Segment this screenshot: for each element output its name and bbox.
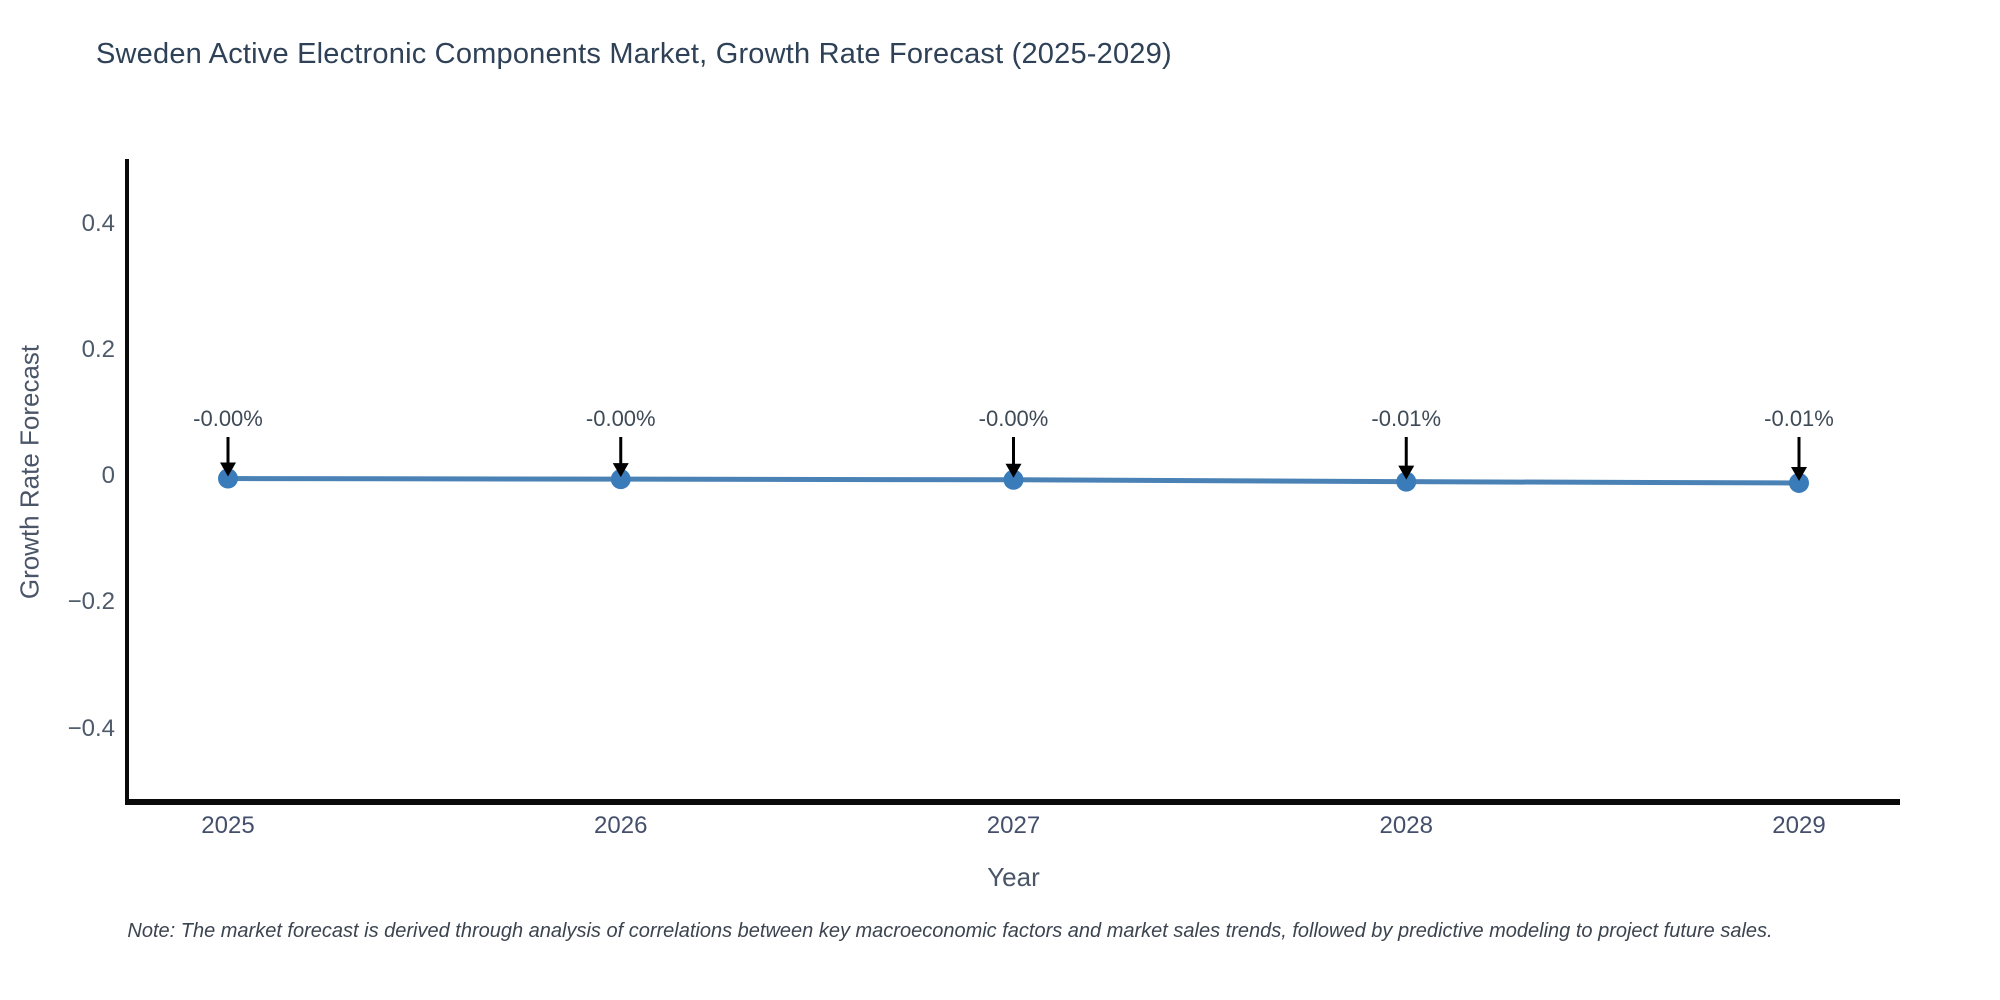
point-annotation: -0.01% xyxy=(1764,406,1834,431)
y-tick-label: −0.2 xyxy=(67,588,115,616)
y-axis-line xyxy=(125,159,129,805)
x-tick-label: 2027 xyxy=(986,812,1041,839)
annotation-arrowhead xyxy=(220,462,236,477)
data-point-marker xyxy=(1003,469,1024,490)
annotation-arrowhead xyxy=(612,463,629,478)
annotation-arrowhead xyxy=(1791,466,1807,481)
y-tick-label: −0.4 xyxy=(67,714,115,742)
point-annotation: -0.01% xyxy=(1371,406,1442,431)
y-tick-label: 0.2 xyxy=(81,335,115,363)
point-annotation: -0.00% xyxy=(978,406,1049,431)
annotation-arrowhead xyxy=(1005,463,1022,478)
x-tick-label: 2026 xyxy=(594,812,648,839)
x-axis-line xyxy=(125,799,1900,805)
x-axis-title: Year xyxy=(987,862,1040,892)
data-point-marker xyxy=(1396,471,1417,492)
footnote: Note: The market forecast is derived thr… xyxy=(127,920,1773,942)
y-tick-label: 0 xyxy=(101,462,115,489)
annotation-arrowhead xyxy=(1398,465,1415,480)
data-point-marker xyxy=(218,468,238,489)
x-tick-label: 2029 xyxy=(1772,812,1826,839)
chart-title: Sweden Active Electronic Components Mark… xyxy=(96,38,1172,70)
point-annotation: -0.00% xyxy=(193,406,263,431)
data-point-marker xyxy=(1789,472,1809,493)
point-annotation: -0.00% xyxy=(585,406,656,431)
x-tick-label: 2028 xyxy=(1379,812,1433,839)
y-tick-label: 0.4 xyxy=(81,209,115,237)
x-tick-label: 2025 xyxy=(201,812,255,839)
data-point-marker xyxy=(610,469,631,490)
